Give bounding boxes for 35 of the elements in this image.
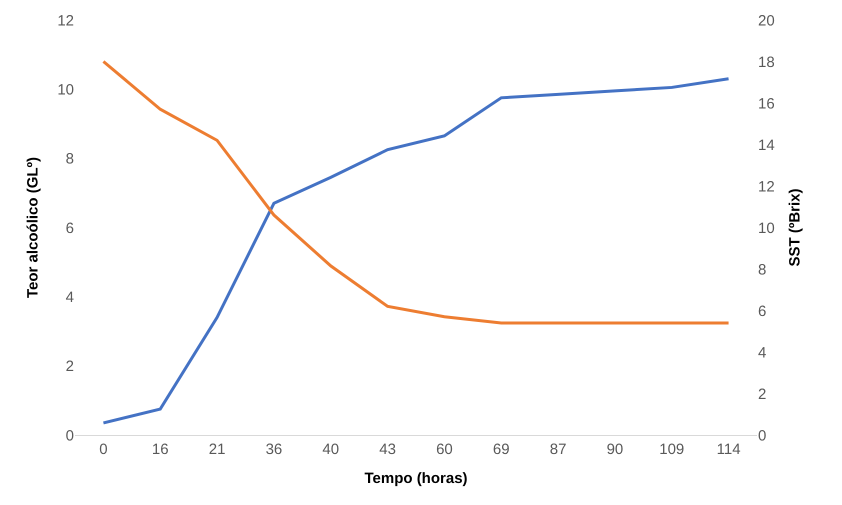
x-tick-label: 69	[492, 441, 510, 458]
y2-tick-label: 8	[758, 261, 766, 278]
y2-tick-label: 12	[758, 178, 775, 196]
x-tick-label: 60	[436, 441, 453, 458]
y-tick-label: 6	[66, 220, 74, 237]
x-tick-label: 109	[659, 441, 684, 458]
y-tick-label: 12	[57, 12, 74, 30]
x-tick-label: 43	[379, 441, 396, 458]
x-tick-label: 36	[266, 441, 282, 458]
y2-tick-label: 10	[758, 220, 775, 237]
x-tick-label: 114	[716, 441, 741, 458]
y2-axis-title: SST (ºBrix)	[786, 188, 804, 266]
x-tick-label: 0	[99, 441, 108, 458]
y-tick-label: 0	[66, 427, 74, 444]
x-tick-label: 87	[550, 441, 566, 458]
y2-tick-label: 14	[758, 136, 775, 154]
y-tick-label: 2	[66, 358, 74, 376]
y2-tick-label: 2	[758, 386, 766, 403]
y2-tick-label: 4	[758, 344, 766, 362]
x-tick-label: 40	[322, 441, 340, 458]
y-tick-label: 8	[66, 150, 74, 168]
y2-tick-label: 6	[758, 302, 766, 320]
y2-tick-label: 20	[758, 12, 775, 30]
x-axis-title: Tempo (horas)	[364, 470, 468, 487]
x-tick-label: 16	[152, 441, 169, 458]
y2-tick-label: 16	[758, 95, 775, 112]
y-tick-label: 10	[57, 81, 74, 98]
y2-tick-label: 18	[758, 54, 775, 71]
x-tick-label: 90	[606, 441, 624, 458]
x-tick-label: 21	[208, 441, 226, 458]
line-series	[102, 77, 730, 424]
y-tick-label: 4	[66, 288, 74, 306]
y2-tick-label: 0	[758, 427, 766, 444]
line-series	[102, 60, 730, 324]
y-axis-title: Teor alcoólico (GLº)	[24, 156, 42, 298]
